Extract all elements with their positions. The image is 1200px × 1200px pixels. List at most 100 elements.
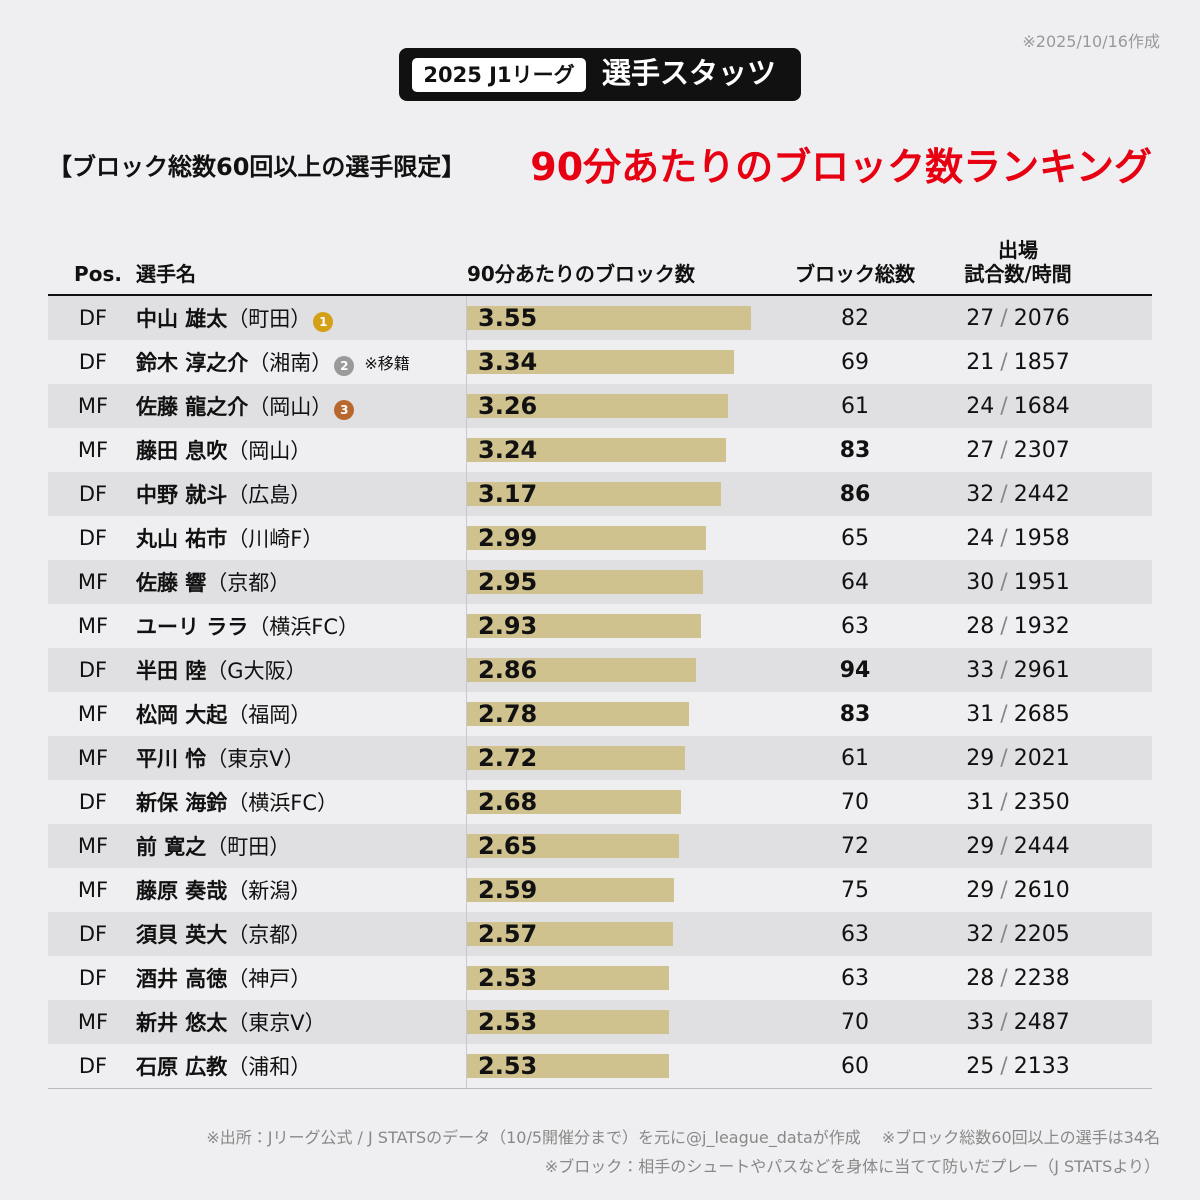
total: 61 [841,745,869,771]
club: （湘南） [248,351,333,375]
header-pos: Pos. [74,262,122,286]
club: （京都） [206,571,291,595]
appearances: 24/1958 [966,516,1069,560]
table-row: MF 前 寛之 （町田） 2.65 72 29/2444 [48,824,1152,868]
table-row: DF 丸山 祐市 （川崎F） 2.99 65 24/1958 [48,516,1152,560]
player-name: 鈴木 淳之介 [136,351,249,375]
minutes: 1958 [1013,525,1070,551]
bar-value: 2.93 [478,612,538,640]
minutes: 2133 [1013,1053,1070,1079]
player: 平川 怜（東京V） [136,736,305,780]
pos: MF [77,394,109,418]
appearances: 33/2961 [966,648,1069,692]
appearances: 25/2133 [966,1044,1069,1088]
table-row: DF 須貝 英大 （京都） 2.57 63 32/2205 [48,912,1152,956]
total: 63 [841,965,869,991]
subtitle: 【ブロック総数60回以上の選手限定】 [48,153,466,181]
player: 半田 陸（G大阪） [136,648,307,692]
player-name: 前 寛之 [136,835,207,859]
bar-value: 2.53 [478,1052,538,1080]
bar [467,614,702,638]
total: 64 [841,569,869,595]
player-name: 藤田 息吹 [136,439,228,463]
pos: DF [78,526,108,550]
total: 86 [839,481,871,507]
total: 65 [841,525,869,551]
club: （神戸） [227,967,312,991]
minutes: 1684 [1013,393,1070,419]
matches: 33 [966,1009,995,1035]
player: 前 寛之 （町田） [136,824,290,868]
table-row: MF 新井 悠太 （東京V） 2.53 70 33/2487 [48,1000,1152,1044]
player-name: 佐藤 龍之介 [136,395,249,419]
table-row: DF 酒井 高徳 （神戸） 2.53 63 28/2238 [48,956,1152,1000]
appearances: 30/1951 [966,560,1069,604]
bar [467,966,670,990]
table-row: MF 藤原 奏哉 （新潟） 2.59 75 29/2610 [48,868,1152,912]
appearances: 27/2307 [966,428,1069,472]
total: 63 [841,613,869,639]
player-name: 丸山 祐市 [136,527,228,551]
club: （町田） [206,835,291,859]
bar-value: 3.17 [478,480,538,508]
pos: MF [77,746,109,770]
bar-value: 2.53 [478,1008,538,1036]
appearances: 31/2350 [966,780,1069,824]
separator: / [1000,965,1008,991]
separator: / [1000,789,1008,815]
pos: MF [77,834,109,858]
minutes: 2610 [1013,877,1070,903]
player: 藤田 息吹 （岡山） [136,428,311,472]
table-row: MF ユーリ ララ （横浜FC） 2.93 63 28/1932 [48,604,1152,648]
player: 石原 広教 （浦和） [136,1044,311,1088]
minutes: 2685 [1013,701,1070,727]
pos: DF [78,966,108,990]
minutes: 2961 [1013,657,1070,683]
table-row: DF 中山 雄太 （町田） 1 3.55 82 27/2076 [48,296,1152,340]
bar [467,1054,670,1078]
total: 72 [841,833,869,859]
separator: / [1000,569,1008,595]
minutes: 2444 [1013,833,1070,859]
separator: / [1000,481,1008,507]
total: 70 [841,789,869,815]
matches: 21 [966,349,995,375]
club: （横浜FC） [248,615,360,639]
bar [467,790,682,814]
table-row: DF 半田 陸（G大阪） 2.86 94 33/2961 [48,648,1152,692]
separator: / [1000,437,1008,463]
header-name: 選手名 [136,262,196,286]
bar [467,834,679,858]
bar-value: 2.86 [478,656,538,684]
player: 藤原 奏哉 （新潟） [136,868,311,912]
club: （岡山） [227,439,312,463]
appearances: 29/2444 [966,824,1069,868]
player-name: 酒井 高徳 [136,967,228,991]
matches: 27 [966,437,995,463]
table-row: MF 藤田 息吹 （岡山） 3.24 83 27/2307 [48,428,1152,472]
separator: / [1000,1009,1008,1035]
total: 82 [841,305,869,331]
bar [467,922,673,946]
club: （川崎F） [227,527,324,551]
pos: DF [78,658,108,682]
matches: 24 [966,525,995,551]
player: 中野 就斗 （広島） [136,472,311,516]
separator: / [1000,1053,1008,1079]
player: 中山 雄太 （町田） 1 [136,296,334,340]
matches: 28 [966,613,995,639]
pos: DF [78,1054,108,1078]
badge-label: 選手スタッツ [602,56,777,90]
bar-value: 2.72 [478,744,538,772]
matches: 31 [966,701,995,727]
table-row: DF 新保 海鈴 （横浜FC） 2.68 70 31/2350 [48,780,1152,824]
appearances: 21/1857 [966,340,1069,384]
bar [467,482,721,506]
matches: 29 [966,745,995,771]
player-name: ユーリ ララ [136,615,249,639]
pos: DF [78,922,108,946]
player-name: 藤原 奏哉 [136,879,228,903]
player-name: 中野 就斗 [136,483,228,507]
bar-value: 2.95 [478,568,538,596]
separator: / [1000,745,1008,771]
